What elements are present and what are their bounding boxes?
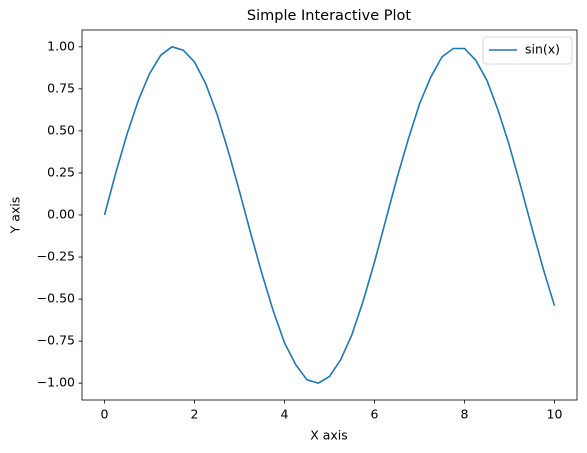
legend-box bbox=[482, 36, 573, 65]
line-series bbox=[103, 45, 556, 385]
y-tick-label: 0.75 bbox=[47, 80, 75, 95]
x-tick-label: 8 bbox=[461, 407, 469, 422]
plot-frame bbox=[81, 29, 578, 401]
chart-title: Simple Interactive Plot bbox=[247, 8, 411, 24]
y-tick-label: −0.75 bbox=[37, 333, 75, 348]
x-tick-label: 2 bbox=[191, 407, 199, 422]
y-tick-label: −0.50 bbox=[37, 291, 75, 306]
y-tick-label: 1.00 bbox=[47, 38, 75, 53]
legend-label: sin(x) bbox=[525, 42, 560, 57]
x-tick-label: 0 bbox=[101, 407, 109, 422]
y-tick-label: 0.50 bbox=[47, 122, 75, 137]
x-axis-label: X axis bbox=[310, 428, 348, 443]
x-tick-label: 6 bbox=[371, 407, 379, 422]
y-axis-label: Y axis bbox=[8, 197, 23, 235]
x-tick-label: 10 bbox=[547, 407, 563, 422]
y-tick-label: 0.00 bbox=[47, 207, 75, 222]
x-tick-label: 4 bbox=[281, 407, 289, 422]
y-tick-label: −1.00 bbox=[37, 375, 75, 390]
y-tick-label: −0.25 bbox=[37, 249, 75, 264]
y-tick-label: 0.25 bbox=[47, 164, 75, 179]
